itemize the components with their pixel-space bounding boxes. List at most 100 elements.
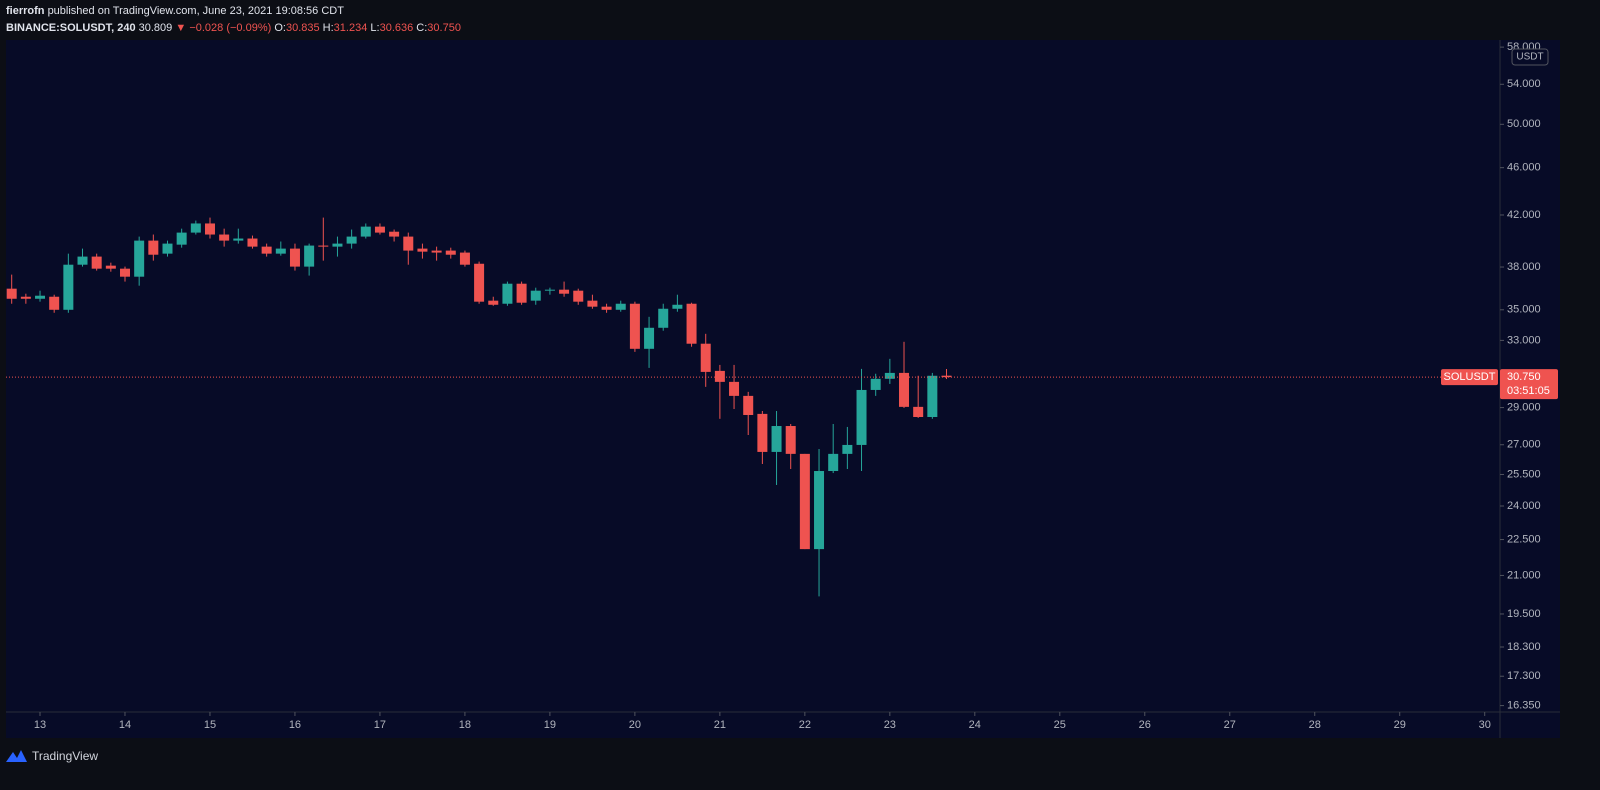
y-tick-label: 18.300	[1507, 641, 1541, 653]
y-tick-label: 46.000	[1507, 162, 1541, 174]
candle-body	[686, 303, 697, 344]
y-tick-label: 22.500	[1507, 533, 1541, 545]
price-tag-countdown: 03:51:05	[1507, 385, 1550, 397]
candle-body	[814, 471, 825, 550]
candle-body	[913, 406, 924, 417]
y-tick-label: 54.000	[1507, 78, 1541, 90]
x-tick-label: 21	[714, 719, 726, 731]
y-tick-label: 50.000	[1507, 118, 1541, 130]
ohlc-value: 30.636	[380, 22, 414, 34]
candle-body	[275, 248, 286, 254]
candle-body	[899, 372, 910, 407]
published: published on TradingView.com, June 23, 2…	[48, 5, 345, 17]
candle-body	[346, 236, 357, 244]
x-tick-label: 26	[1139, 719, 1151, 731]
candle-body	[714, 370, 725, 382]
candle-body	[417, 248, 428, 252]
y-tick-label: 24.000	[1507, 500, 1541, 512]
y-tick-label: 25.500	[1507, 468, 1541, 480]
x-tick-label: 18	[459, 719, 471, 731]
x-tick-label: 15	[204, 719, 216, 731]
candle-body	[332, 243, 343, 247]
candle-body	[842, 444, 853, 454]
candle-body	[204, 223, 215, 235]
change-arrow: ▼	[175, 22, 186, 34]
candle-body	[743, 395, 754, 415]
candle-body	[828, 453, 839, 472]
candle-body	[544, 289, 555, 291]
candle-body	[162, 243, 173, 254]
footer-logo: TradingView	[6, 749, 98, 763]
candle-body	[601, 306, 612, 310]
candle-body	[105, 265, 116, 269]
logo-icon	[6, 750, 27, 762]
candle-body	[502, 283, 513, 304]
candle-body	[644, 327, 655, 349]
candle-body	[431, 250, 442, 253]
candle-body	[120, 268, 131, 277]
candle-body	[785, 426, 796, 454]
candle-body	[870, 378, 881, 390]
chart-pane	[6, 40, 1560, 738]
ohlc-value: 30.750	[427, 22, 461, 34]
change: −0.028 (−0.09%)	[189, 22, 271, 34]
candle-body	[445, 250, 456, 255]
x-tick-label: 19	[544, 719, 556, 731]
price-tag	[1500, 369, 1558, 400]
x-tick-label: 24	[969, 719, 981, 731]
candle-body	[63, 264, 74, 310]
candle-body	[672, 304, 683, 309]
last-price: 30.809	[139, 22, 173, 34]
x-tick-label: 27	[1224, 719, 1236, 731]
candle-body	[176, 232, 187, 245]
ohlc-value: 31.234	[334, 22, 368, 34]
candle-body	[289, 248, 300, 267]
y-tick-label: 27.000	[1507, 439, 1541, 451]
x-tick-label: 20	[629, 719, 641, 731]
candle-body	[374, 226, 385, 233]
candle-body	[615, 303, 626, 310]
candle-body	[799, 453, 810, 550]
candle-body	[629, 303, 640, 349]
x-tick-label: 28	[1309, 719, 1321, 731]
candle-body	[6, 288, 17, 299]
candle-body	[559, 289, 570, 294]
y-tick-label: 17.300	[1507, 670, 1541, 682]
y-tick-label: 38.000	[1507, 261, 1541, 273]
x-tick-label: 22	[799, 719, 811, 731]
candle-body	[49, 296, 60, 310]
candle-body	[729, 381, 740, 396]
candle-body	[884, 372, 895, 379]
x-tick-label: 17	[374, 719, 386, 731]
unit-label: USDT	[1516, 52, 1543, 63]
candle-body	[700, 343, 711, 372]
candle-body	[941, 375, 952, 378]
ohlc-label: H:	[323, 22, 334, 34]
symbol: BINANCE:SOLUSDT, 240	[6, 22, 136, 34]
x-tick-label: 25	[1054, 719, 1066, 731]
y-tick-label: 35.000	[1507, 304, 1541, 316]
candle-body	[134, 240, 145, 277]
axes: 16.350 17.300 18.300 19.500 21.000 22.500 24.0…	[34, 41, 1558, 731]
candle-body	[190, 223, 201, 233]
y-tick-label: 33.000	[1507, 334, 1541, 346]
candle-body	[856, 389, 867, 445]
candle-body	[389, 231, 400, 237]
symbol-tag	[1441, 369, 1498, 386]
y-tick-label: 42.000	[1507, 209, 1541, 221]
candle-body	[219, 234, 230, 241]
y-tick-label: 29.000	[1507, 401, 1541, 413]
candle-body	[403, 236, 414, 251]
candle-body	[35, 295, 46, 299]
x-tick-label: 29	[1394, 719, 1406, 731]
candle-body	[233, 238, 244, 241]
unit-box	[1511, 48, 1549, 66]
candle-body	[516, 283, 527, 303]
x-tick-label: 14	[119, 719, 131, 731]
candle-body	[459, 252, 470, 265]
candle-body	[587, 300, 598, 307]
y-tick-label: 16.350	[1507, 700, 1541, 712]
candle-body	[658, 308, 669, 328]
